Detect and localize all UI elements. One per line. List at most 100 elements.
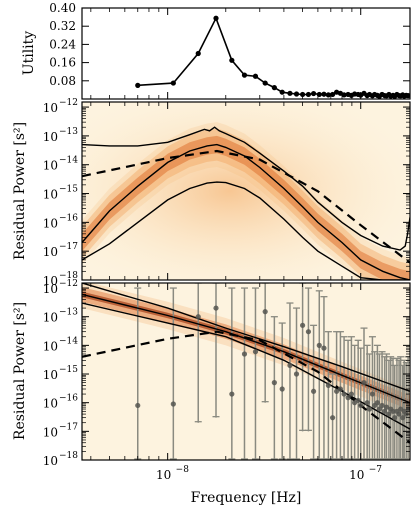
utility-point bbox=[316, 91, 322, 98]
utility-point bbox=[405, 92, 410, 99]
data-point bbox=[316, 342, 322, 348]
top-plot bbox=[135, 15, 410, 99]
data-point bbox=[287, 362, 293, 368]
utility-point bbox=[279, 89, 285, 95]
data-point bbox=[366, 406, 373, 412]
data-point bbox=[325, 382, 331, 389]
median-line bbox=[82, 293, 410, 404]
y-tick-exponent: −12 bbox=[59, 98, 78, 108]
y-tick-label: 0.08 bbox=[49, 74, 76, 88]
y-tick-exponent: −17 bbox=[59, 242, 78, 252]
x-tick-label: 10 bbox=[349, 468, 364, 482]
utility-point bbox=[287, 90, 293, 96]
y-tick-exponent: −15 bbox=[59, 365, 78, 375]
utility-point bbox=[300, 91, 306, 98]
data-point bbox=[379, 402, 385, 409]
y-tick-exponent: −16 bbox=[59, 394, 78, 404]
y-tick-label: 10 bbox=[43, 339, 58, 353]
middle-plot bbox=[82, 122, 410, 280]
bottom-panel-frame bbox=[81, 282, 411, 461]
y-tick-label: 10 bbox=[43, 397, 58, 411]
y-tick-label: 10 bbox=[43, 101, 58, 115]
data-point bbox=[400, 415, 406, 421]
y-tick-exponent: −12 bbox=[59, 279, 78, 289]
data-point bbox=[382, 408, 388, 414]
utility-point bbox=[229, 57, 235, 63]
data-point bbox=[135, 402, 141, 409]
bottom-ylabel: Residual Power [s²] bbox=[12, 302, 28, 440]
y-tick-label: 10 bbox=[43, 188, 58, 202]
data-point bbox=[300, 322, 306, 328]
x-tick-exponent: −7 bbox=[369, 465, 383, 475]
y-tick-exponent: −13 bbox=[59, 308, 78, 318]
y-tick-label: 10 bbox=[43, 245, 58, 259]
utility-point bbox=[271, 85, 277, 91]
density-band bbox=[82, 122, 410, 280]
data-point bbox=[329, 415, 336, 421]
data-point bbox=[358, 402, 364, 409]
data-point bbox=[262, 309, 268, 315]
data-point bbox=[390, 408, 396, 414]
top-panel-frame bbox=[81, 7, 411, 100]
data-point bbox=[305, 329, 312, 335]
x-axis-label: Frequency [Hz] bbox=[191, 490, 302, 506]
data-point bbox=[252, 349, 259, 355]
data-point bbox=[337, 386, 344, 392]
data-point bbox=[279, 386, 285, 392]
upper-bound-line bbox=[82, 126, 410, 251]
data-point bbox=[386, 411, 392, 417]
top-panel-bg bbox=[82, 8, 410, 99]
lower-bound-line bbox=[82, 181, 410, 280]
y-tick-label: 10 bbox=[43, 274, 58, 288]
y-tick-label: 10 bbox=[43, 216, 58, 230]
utility-point bbox=[195, 50, 201, 57]
middle-ylabel: Residual Power [s²] bbox=[12, 122, 28, 260]
model-dashed-line bbox=[82, 149, 410, 264]
utility-point bbox=[329, 91, 336, 98]
y-tick-exponent: −15 bbox=[59, 185, 78, 195]
data-point bbox=[293, 371, 300, 377]
y-tick-label: 10 bbox=[43, 282, 58, 296]
y-tick-exponent: −14 bbox=[59, 336, 78, 346]
density-band bbox=[82, 128, 410, 280]
y-tick-label: 10 bbox=[43, 425, 58, 439]
y-tick-exponent: −18 bbox=[59, 451, 78, 461]
top-ylabel: Utility bbox=[21, 31, 37, 75]
data-point bbox=[383, 404, 390, 410]
y-tick-label: 0.16 bbox=[49, 56, 76, 70]
utility-point bbox=[310, 90, 317, 97]
y-tick-label: 10 bbox=[43, 454, 58, 468]
y-tick-label: 0.40 bbox=[49, 1, 76, 15]
data-point bbox=[345, 395, 351, 401]
median-line bbox=[82, 143, 410, 280]
data-point bbox=[369, 391, 376, 397]
utility-point bbox=[252, 73, 259, 79]
axis-ticks: 10 −8 10 −70.080.160.240.320.4010−1810−1710… bbox=[43, 1, 410, 482]
data-point bbox=[392, 415, 398, 421]
density-band bbox=[82, 287, 410, 410]
data-point bbox=[271, 380, 277, 386]
utility-point bbox=[241, 72, 248, 78]
y-tick-label: 0.24 bbox=[49, 37, 76, 51]
bottom-plot bbox=[82, 283, 410, 460]
utility-point bbox=[341, 92, 347, 98]
data-point bbox=[333, 388, 340, 394]
upper-line bbox=[82, 283, 410, 392]
data-point bbox=[241, 351, 248, 357]
x-tick-exponent: −8 bbox=[176, 465, 190, 475]
y-tick-label: 0.32 bbox=[49, 19, 76, 33]
middle-heat-glow bbox=[82, 102, 410, 280]
y-tick-exponent: −17 bbox=[59, 422, 78, 432]
utility-point bbox=[170, 80, 176, 86]
data-point bbox=[321, 345, 327, 351]
data-point bbox=[364, 400, 370, 406]
middle-panel-frame bbox=[81, 101, 411, 281]
utility-point bbox=[262, 80, 268, 86]
data-point bbox=[310, 388, 317, 394]
data-point bbox=[195, 314, 201, 320]
data-point bbox=[170, 401, 176, 407]
data-point bbox=[361, 380, 367, 386]
y-tick-label: 10 bbox=[43, 159, 58, 173]
data-point bbox=[229, 391, 235, 397]
